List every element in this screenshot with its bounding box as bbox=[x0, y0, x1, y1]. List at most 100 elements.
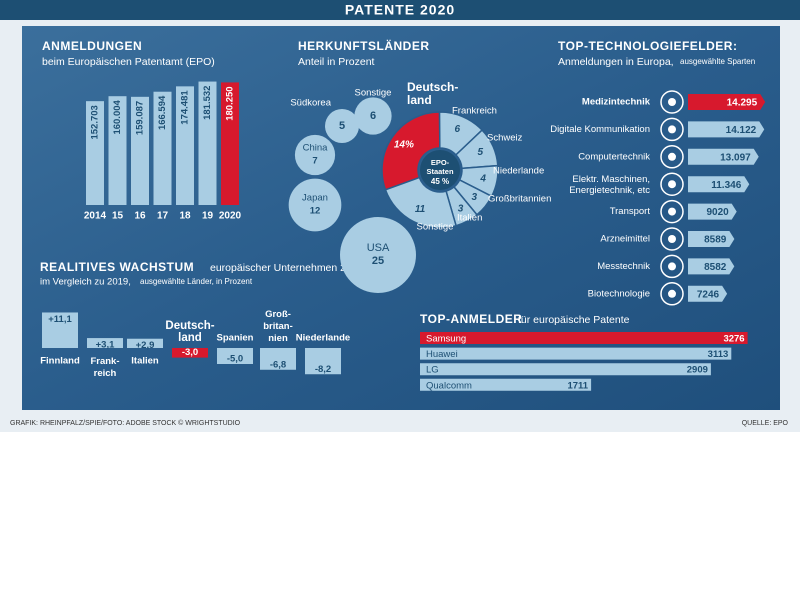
bubble-value: 7 bbox=[312, 156, 317, 167]
category-label: Digitale Kommunikation bbox=[550, 124, 650, 135]
bar bbox=[420, 348, 731, 360]
chart-title: ANMELDUNGEN bbox=[42, 39, 142, 53]
value-label: 3 bbox=[472, 192, 478, 203]
x-tick-label: 2020 bbox=[219, 211, 242, 222]
chart-note: ausgewählte Länder, in Prozent bbox=[140, 277, 253, 286]
value-label: 152.703 bbox=[90, 105, 101, 139]
value-label: 9020 bbox=[706, 207, 729, 218]
chart-subtitle: Anmeldungen in Europa, bbox=[558, 56, 674, 68]
bubble-value: 12 bbox=[310, 206, 321, 217]
x-tick-label: 17 bbox=[157, 211, 169, 222]
value-label: 3113 bbox=[708, 349, 729, 360]
chart-title: TOP-ANMELDER bbox=[420, 312, 522, 326]
center-value: 45 % bbox=[431, 177, 449, 186]
icon bbox=[668, 153, 676, 161]
value-label: 166.594 bbox=[157, 95, 168, 130]
bubble-label: Sonstige bbox=[355, 88, 392, 99]
icon bbox=[668, 125, 676, 133]
value-label: 7246 bbox=[697, 289, 720, 300]
value-label: 2909 bbox=[687, 365, 708, 376]
category-label: Huawei bbox=[426, 349, 458, 360]
bar bbox=[420, 363, 711, 375]
category-label: Niederlande bbox=[493, 166, 544, 177]
category-label: Frank-reich bbox=[90, 356, 119, 379]
credit: GRAFIK: RHEINPFALZ/SPIE/FOTO: ADOBE STOC… bbox=[10, 419, 241, 427]
category-label: Medizintechnik bbox=[582, 97, 651, 108]
value-label: -3,0 bbox=[182, 347, 198, 358]
value-label: -6,8 bbox=[270, 359, 286, 370]
icon bbox=[668, 180, 676, 188]
category-label: LG bbox=[426, 365, 439, 376]
value-label: 1711 bbox=[567, 380, 588, 391]
category-label: Finnland bbox=[40, 356, 80, 367]
chart-title: HERKUNFTSLÄNDER bbox=[298, 38, 430, 53]
icon bbox=[668, 98, 676, 106]
x-tick-label: 2014 bbox=[84, 211, 107, 222]
chart-subtitle: europäischer Unternehmen 2020 bbox=[210, 262, 364, 274]
category-label: Frankreich bbox=[452, 106, 497, 117]
bubble-label: Japan bbox=[302, 193, 328, 204]
x-tick-label: 16 bbox=[134, 211, 146, 222]
value-label: 174.481 bbox=[180, 90, 191, 125]
value-label: 11.346 bbox=[711, 180, 741, 191]
value-label: 6 bbox=[454, 124, 460, 135]
chart-subtitle: Anteil in Prozent bbox=[298, 56, 375, 68]
x-tick-label: 18 bbox=[179, 211, 191, 222]
value-label: -5,0 bbox=[227, 354, 243, 365]
value-label: 14.295 bbox=[727, 98, 758, 109]
bubble-value: 5 bbox=[339, 120, 345, 132]
bubble-value: 25 bbox=[372, 255, 384, 267]
category-label: Niederlande bbox=[296, 333, 350, 344]
source: QUELLE: EPO bbox=[742, 420, 789, 427]
value-label: 14% bbox=[394, 140, 414, 151]
category-label: Transport bbox=[610, 206, 651, 217]
value-label: 4 bbox=[479, 173, 486, 184]
value-label: 8582 bbox=[704, 262, 727, 273]
category-label: Italien bbox=[457, 213, 482, 224]
value-label: 13.097 bbox=[720, 152, 751, 163]
category-label: Italien bbox=[131, 356, 159, 367]
value-label: 181.532 bbox=[202, 86, 213, 120]
value-label: +3,1 bbox=[96, 340, 115, 351]
value-label: 8589 bbox=[704, 235, 727, 246]
x-tick-label: 15 bbox=[112, 211, 124, 222]
bubble-label: USA bbox=[367, 242, 390, 254]
icon bbox=[668, 290, 676, 298]
chart-title: TOP-TECHNOLOGIEFELDER: bbox=[558, 39, 737, 53]
bubble-label: China bbox=[303, 143, 329, 154]
icon bbox=[668, 235, 676, 243]
value-label: -8,2 bbox=[315, 364, 331, 375]
value-label: 5 bbox=[477, 147, 483, 158]
value-label: 11 bbox=[415, 204, 426, 215]
value-label: 159.087 bbox=[135, 101, 146, 135]
category-label: Messtechnik bbox=[597, 261, 650, 272]
value-label: 160.004 bbox=[112, 99, 123, 134]
category-label: Spanien bbox=[217, 333, 254, 344]
value-label: 180.250 bbox=[225, 86, 236, 120]
bubble-value: 6 bbox=[370, 110, 376, 122]
category-label: Computertechnik bbox=[578, 151, 650, 162]
category-label: Sonstige bbox=[417, 222, 454, 233]
value-label: +11,1 bbox=[48, 314, 72, 325]
value-label: 3276 bbox=[723, 334, 744, 345]
chart-subtitle: für europäische Patente bbox=[518, 314, 630, 326]
value-label: 14.122 bbox=[726, 125, 757, 136]
chart-title: REALITIVES WACHSTUM bbox=[40, 260, 194, 274]
category-label: Qualcomm bbox=[426, 380, 472, 391]
category-label: Elektr. Maschinen,Energietechnik, etc bbox=[569, 174, 650, 196]
header-title: PATENTE 2020 bbox=[345, 2, 455, 18]
chart-subtitle: beim Europäischen Patentamt (EPO) bbox=[42, 56, 215, 68]
category-label: Arzneimittel bbox=[600, 234, 650, 245]
icon bbox=[668, 262, 676, 270]
category-label: Schweiz bbox=[487, 133, 523, 144]
bubble-label: Südkorea bbox=[290, 98, 331, 109]
category-label: Samsung bbox=[426, 334, 466, 345]
value-label: +2,9 bbox=[136, 340, 155, 351]
bar bbox=[420, 332, 748, 344]
chart-subtitle-note: ausgewählte Sparten bbox=[680, 57, 755, 66]
category-label: Großbritannien bbox=[488, 194, 551, 205]
x-tick-label: 19 bbox=[202, 211, 214, 222]
chart-note: im Vergleich zu 2019, bbox=[40, 277, 131, 288]
icon bbox=[668, 208, 676, 216]
